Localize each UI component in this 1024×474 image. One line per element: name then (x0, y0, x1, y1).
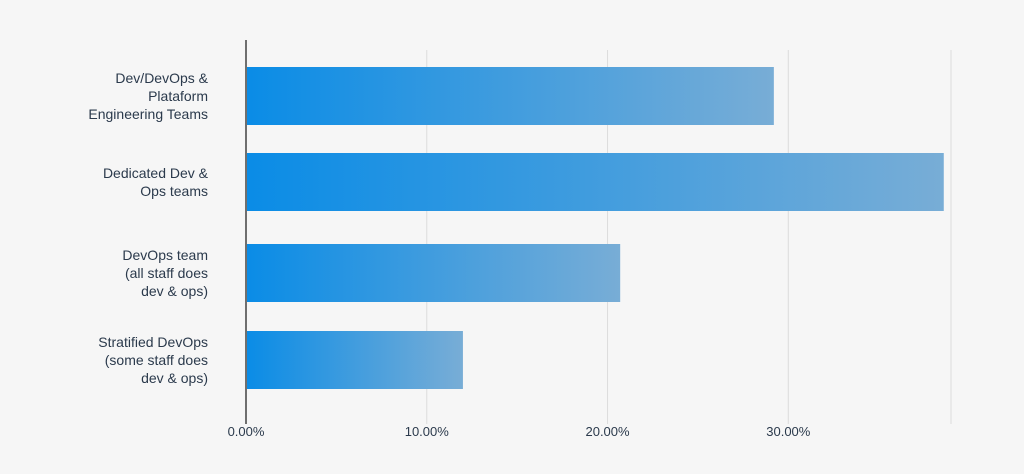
x-tick-label: 30.00% (766, 424, 811, 439)
x-tick-label: 0.00% (228, 424, 265, 439)
category-labels: Dev/DevOps & Plataform Engineering Teams De… (88, 70, 208, 386)
category-label: Dev/DevOps & Plataform Engineering Teams (88, 70, 208, 122)
bar (246, 331, 463, 389)
category-label: DevOps team (all staff does dev & ops) (122, 247, 208, 299)
category-label: Stratified DevOps (some staff does dev & o… (98, 334, 208, 386)
category-label: Dedicated Dev & Ops teams (103, 165, 209, 199)
x-tick-label: 20.00% (585, 424, 630, 439)
x-tick-label: 10.00% (405, 424, 450, 439)
bars (246, 67, 944, 389)
bar (246, 153, 944, 211)
bar (246, 67, 774, 125)
x-tick-labels: 0.00% 10.00% 20.00% 30.00% (228, 424, 811, 439)
bar (246, 244, 621, 302)
